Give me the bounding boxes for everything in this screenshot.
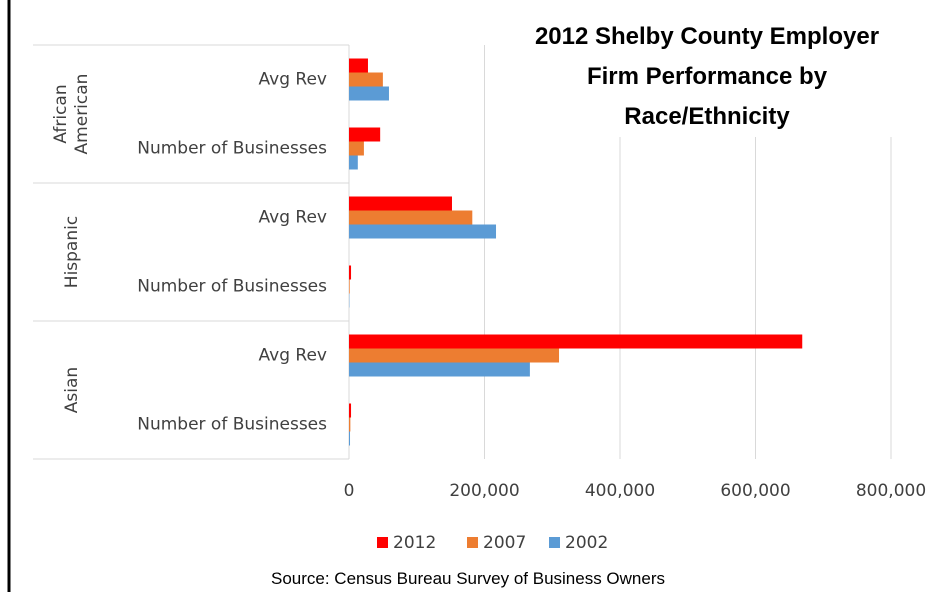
bar (349, 417, 351, 432)
legend-swatch (467, 537, 478, 548)
x-tick-label: 800,000 (856, 481, 926, 501)
bar (349, 210, 473, 225)
legend-label: 2002 (565, 533, 608, 553)
group-label: Asian (61, 366, 82, 414)
x-tick-label: 400,000 (585, 481, 655, 501)
y-tick-label: Avg Rev (259, 70, 327, 90)
bar (349, 348, 560, 363)
y-tick-label: Number of Businesses (137, 415, 327, 435)
legend-swatch (377, 537, 388, 548)
y-tick-label: Number of Businesses (137, 277, 327, 297)
chart-title: 2012 Shelby County Employer Firm Perform… (517, 17, 897, 137)
bar (349, 403, 352, 418)
x-tick-label: 0 (344, 481, 355, 501)
legend-label: 2012 (393, 533, 436, 553)
legend-swatch (549, 537, 560, 548)
bar (349, 362, 530, 377)
group-label: Hispanic (61, 215, 82, 289)
y-tick-label: Number of Businesses (137, 139, 327, 159)
bar (349, 72, 383, 87)
bar (349, 141, 364, 156)
bar (349, 86, 389, 101)
bar (349, 58, 368, 73)
source-note: Source: Census Bureau Survey of Business… (270, 569, 666, 588)
x-tick-label: 200,000 (449, 481, 519, 501)
legend-label: 2007 (483, 533, 526, 553)
bar (349, 127, 381, 142)
bar (349, 334, 803, 349)
bar (349, 279, 350, 294)
bar (349, 265, 352, 280)
bar (349, 155, 358, 170)
y-tick-label: Avg Rev (259, 208, 327, 228)
bar (349, 431, 351, 446)
x-tick-label: 600,000 (720, 481, 790, 501)
bar (349, 196, 452, 211)
y-tick-label: Avg Rev (259, 346, 327, 366)
bar (349, 224, 497, 239)
group-label: African American (51, 73, 92, 155)
